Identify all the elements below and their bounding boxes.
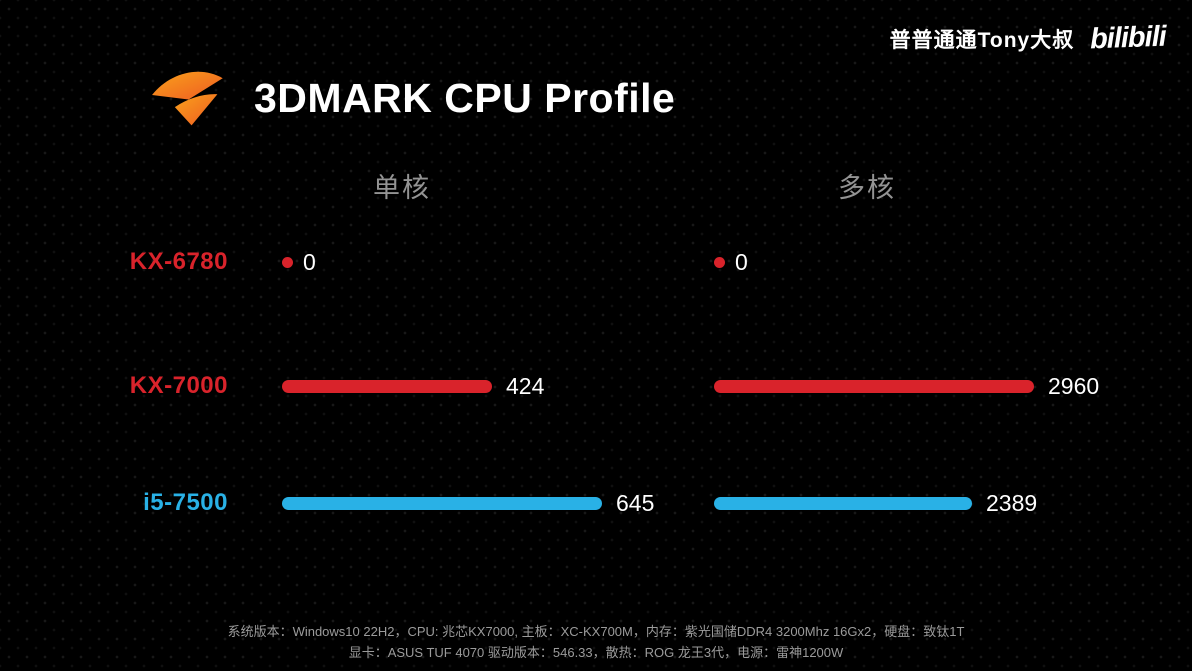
watermark: 普普通通Tony大叔 bilibili bbox=[889, 21, 1167, 56]
zero-dot-icon bbox=[282, 256, 293, 268]
bar-cell: 424 bbox=[282, 366, 544, 406]
page-title: 3DMARK CPU Profile bbox=[254, 74, 676, 121]
row-label: i5-7500 bbox=[143, 489, 228, 516]
bar bbox=[282, 496, 602, 510]
bar bbox=[714, 496, 972, 510]
3dmark-logo-icon bbox=[146, 60, 228, 136]
footer-line-1: 系统版本：Windows10 22H2，CPU: 兆芯KX7000, 主板：XC… bbox=[227, 624, 965, 639]
chart-row: KX-6780 0 0 bbox=[0, 242, 1192, 282]
bar bbox=[714, 379, 1034, 393]
footer: 系统版本：Windows10 22H2，CPU: 兆芯KX7000, 主板：XC… bbox=[0, 621, 1192, 663]
bar-cell: 2960 bbox=[714, 366, 1099, 406]
value-label: 2960 bbox=[1048, 372, 1100, 399]
bar-cell: 645 bbox=[282, 483, 654, 523]
value-label: 424 bbox=[506, 372, 545, 399]
bar-cell: 0 bbox=[714, 242, 748, 282]
zero-dot-icon bbox=[714, 256, 725, 268]
header: 3DMARK CPU Profile bbox=[146, 60, 675, 136]
footer-line-2: 显卡：ASUS TUF 4070 驱动版本：546.33，散热：ROG 龙王3代… bbox=[348, 645, 844, 660]
row-label: KX-6780 bbox=[129, 248, 228, 275]
value-label: 0 bbox=[303, 248, 316, 275]
bar bbox=[282, 379, 492, 393]
bar-cell: 0 bbox=[282, 242, 316, 282]
row-label: KX-7000 bbox=[129, 372, 228, 399]
value-label: 645 bbox=[616, 489, 655, 516]
chart-row: i5-7500 645 2389 bbox=[0, 483, 1192, 523]
chart-row: KX-7000 424 2960 bbox=[0, 366, 1192, 406]
value-label: 0 bbox=[735, 248, 748, 275]
column-header-single-core: 单核 bbox=[373, 173, 431, 203]
bar-cell: 2389 bbox=[714, 483, 1037, 523]
author-name: 普普通通Tony大叔 bbox=[889, 28, 1075, 52]
column-header-multi-core: 多核 bbox=[838, 173, 896, 203]
value-label: 2389 bbox=[986, 489, 1038, 516]
